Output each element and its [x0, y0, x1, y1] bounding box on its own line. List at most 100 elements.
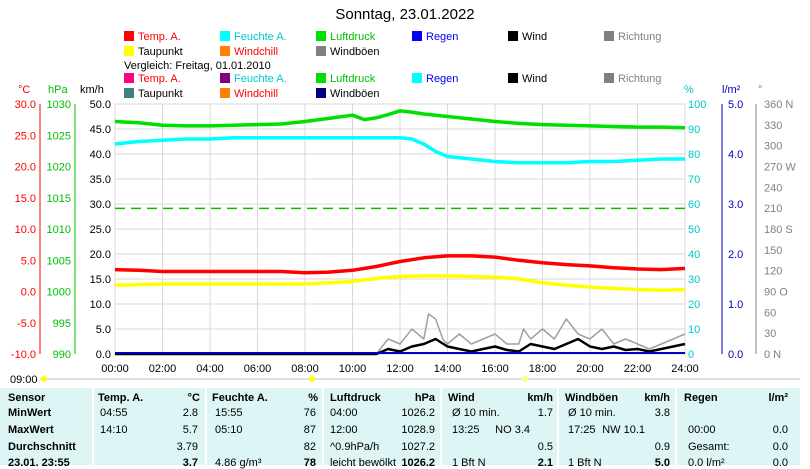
timeline-marker [41, 376, 47, 382]
header-rain: Regen [684, 392, 718, 404]
legend-label: Regen [426, 31, 459, 43]
x-tick-label: 20:00 [576, 363, 604, 375]
wind-tick-label: 50.0 [90, 99, 111, 111]
legend-swatch [124, 88, 134, 98]
table-cell: 1026.2 [401, 457, 435, 469]
legend-label: Feuchte A. [234, 73, 287, 85]
table-cell: 82 [303, 441, 316, 453]
table-cell: NO 3.4 [495, 424, 530, 436]
hum-tick-label: 90 [688, 124, 700, 136]
legend-swatch [220, 31, 230, 41]
table-separator [322, 388, 324, 465]
hum-tick-label: 100 [688, 99, 706, 111]
x-tick-label: 22:00 [624, 363, 652, 375]
temp-tick-label: -10.0 [11, 349, 36, 361]
legend-item: Regen [412, 73, 458, 85]
table-cell: 76 [303, 407, 316, 419]
legend-label: Luftdruck [330, 31, 376, 43]
dir-tick-label: 150 [764, 245, 782, 257]
press-tick-label: 1020 [47, 162, 71, 174]
series-line-luftdruck [114, 109, 686, 130]
legend-item: Richtung [604, 73, 661, 85]
table-cell: 0.5 [537, 441, 553, 453]
compare-label: Vergleich: Freitag, 01.01.2010 [124, 60, 271, 72]
temp-unit-label: °C [18, 84, 30, 96]
dir-tick-label: 180 S [764, 224, 793, 236]
rain-tick-label: 0.0 [728, 349, 743, 361]
table-separator [675, 388, 677, 465]
legend-item: Windböen [316, 46, 380, 58]
table-separator [205, 388, 207, 465]
temp-tick-label: 30.0 [15, 99, 36, 111]
table-cell: 0.0 [772, 424, 788, 436]
legend-item: Windböen [316, 88, 380, 100]
table-cell: Ø 10 min. [452, 407, 500, 419]
hum-tick-label: 70 [688, 174, 700, 186]
x-tick-label: 16:00 [481, 363, 509, 375]
dir-tick-label: 270 W [764, 162, 796, 174]
temp-tick-label: 20.0 [15, 162, 36, 174]
timeline-marker [522, 376, 528, 382]
legend-label: Windböen [330, 46, 380, 58]
press-tick-label: 1025 [47, 130, 71, 142]
table-cell: Ø 10 min. [568, 407, 616, 419]
legend-swatch [412, 73, 422, 83]
legend-swatch [316, 73, 326, 83]
table-cell: 04:55 [100, 407, 128, 419]
hum-tick-label: 0 [688, 349, 694, 361]
legend-item: Taupunkt [124, 88, 183, 100]
x-tick-label: 00:00 [101, 363, 129, 375]
x-tick-label: 02:00 [149, 363, 177, 375]
legend-label: Richtung [618, 31, 662, 43]
rain-tick-label: 3.0 [728, 199, 743, 211]
legend-item: Regen [412, 31, 458, 43]
table-cell: 0.0 [772, 457, 788, 469]
table-cell: ^0.9hPa/h [330, 441, 380, 453]
legend-swatch [604, 31, 614, 41]
hum-tick-label: 20 [688, 299, 700, 311]
hum-tick-label: 10 [688, 324, 700, 336]
table-cell: 00:00 [688, 424, 716, 436]
wind-tick-label: 15.0 [90, 274, 111, 286]
table-separator [440, 388, 442, 465]
temp-tick-label: 5.0 [21, 255, 36, 267]
series-line-wind [115, 337, 686, 356]
x-tick-label: 24:00 [671, 363, 699, 375]
header-sensor: Sensor [8, 392, 46, 404]
legend-item: Feuchte A. [220, 73, 287, 85]
legend-item: Feuchte A. [220, 31, 287, 43]
temp-tick-label: 15.0 [15, 193, 36, 205]
dir-tick-label: 60 [764, 307, 776, 319]
x-tick-label: 12:00 [386, 363, 414, 375]
header-temp: Temp. A. [98, 392, 144, 404]
dir-unit-label: ° [758, 84, 762, 96]
table-cell: 0.9 [654, 441, 670, 453]
table-cell: Gesamt: [688, 441, 730, 453]
legend-item: Taupunkt [124, 46, 183, 58]
dir-tick-label: 30 [764, 328, 776, 340]
row-label: Durchschnitt [8, 441, 76, 453]
table-cell: 3.79 [176, 441, 198, 453]
row-label: MinWert [8, 407, 52, 419]
dir-tick-label: 360 N [764, 99, 793, 111]
legend-label: Windchill [234, 46, 279, 58]
header-hum: Feuchte A. [212, 392, 268, 404]
table-cell: 13:25 [452, 424, 480, 436]
row-label: 23.01. 23:55 [8, 457, 70, 469]
legend-swatch [604, 73, 614, 83]
press-unit-label: hPa [48, 84, 68, 96]
header-gust: Windböen [565, 392, 619, 404]
legend-item: Windchill [220, 46, 278, 58]
header-temp-unit: °C [187, 392, 200, 404]
table-cell: 1.7 [537, 407, 553, 419]
dir-tick-label: 0 N [764, 349, 781, 361]
x-tick-label: 04:00 [196, 363, 224, 375]
x-tick-label: 10:00 [339, 363, 367, 375]
wind-tick-label: 35.0 [90, 174, 111, 186]
temp-tick-label: -5.0 [17, 318, 36, 330]
series-line-windb-en [115, 313, 686, 355]
legend-item: Luftdruck [316, 73, 375, 85]
header-press: Luftdruck [330, 392, 381, 404]
legend-swatch [220, 88, 230, 98]
legend-swatch [124, 31, 134, 41]
